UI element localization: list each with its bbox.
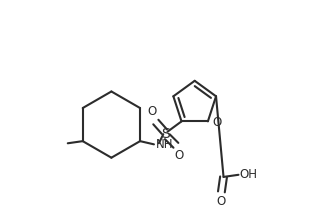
- Text: O: O: [212, 116, 221, 129]
- Text: S: S: [162, 127, 170, 141]
- Text: NH: NH: [156, 138, 173, 151]
- Text: O: O: [148, 105, 157, 118]
- Text: OH: OH: [240, 168, 258, 181]
- Text: O: O: [217, 195, 226, 208]
- Text: O: O: [175, 149, 184, 162]
